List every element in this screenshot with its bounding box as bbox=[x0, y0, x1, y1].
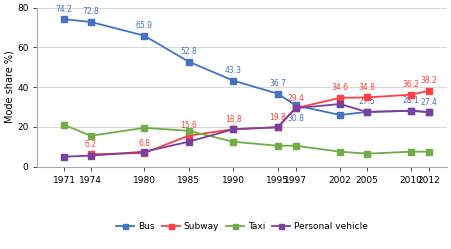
Personal vehicle bbox=[230, 128, 236, 131]
Text: 27.5: 27.5 bbox=[358, 97, 375, 106]
Bus bbox=[293, 104, 298, 107]
Subway bbox=[275, 126, 281, 129]
Subway bbox=[426, 89, 432, 92]
Bus bbox=[88, 20, 93, 23]
Bus bbox=[186, 60, 192, 63]
Taxi bbox=[186, 129, 192, 132]
Text: 29.4: 29.4 bbox=[287, 94, 304, 103]
Text: 30.8: 30.8 bbox=[287, 114, 304, 123]
Personal vehicle bbox=[293, 107, 298, 110]
Line: Subway: Subway bbox=[88, 88, 432, 157]
Text: 19.8: 19.8 bbox=[269, 113, 286, 122]
Personal vehicle bbox=[337, 103, 343, 106]
Subway bbox=[88, 153, 93, 156]
Text: 36.2: 36.2 bbox=[403, 80, 420, 89]
Personal vehicle bbox=[186, 140, 192, 143]
Subway bbox=[409, 93, 414, 96]
Text: 74.2: 74.2 bbox=[56, 5, 73, 14]
Text: 27.4: 27.4 bbox=[421, 98, 437, 107]
Personal vehicle bbox=[142, 150, 147, 153]
Bus bbox=[275, 92, 281, 95]
Text: 43.3: 43.3 bbox=[225, 66, 242, 75]
Bus bbox=[337, 114, 343, 117]
Subway bbox=[186, 134, 192, 137]
Bus bbox=[61, 18, 67, 21]
Taxi bbox=[337, 150, 343, 153]
Bus bbox=[142, 34, 147, 37]
Personal vehicle bbox=[409, 109, 414, 112]
Legend: Bus, Subway, Taxi, Personal vehicle: Bus, Subway, Taxi, Personal vehicle bbox=[113, 219, 372, 235]
Subway bbox=[230, 128, 236, 131]
Personal vehicle bbox=[364, 111, 369, 114]
Subway bbox=[364, 96, 369, 99]
Taxi bbox=[293, 144, 298, 147]
Taxi bbox=[142, 126, 147, 129]
Taxi bbox=[426, 150, 432, 153]
Text: 36.7: 36.7 bbox=[269, 79, 286, 88]
Line: Personal vehicle: Personal vehicle bbox=[61, 101, 432, 159]
Text: 18.8: 18.8 bbox=[225, 115, 242, 124]
Line: Taxi: Taxi bbox=[61, 122, 432, 156]
Subway bbox=[293, 107, 298, 110]
Personal vehicle bbox=[88, 154, 93, 157]
Text: 6.8: 6.8 bbox=[138, 138, 150, 147]
Text: 34.6: 34.6 bbox=[331, 83, 349, 92]
Personal vehicle bbox=[426, 111, 432, 114]
Bus bbox=[230, 79, 236, 82]
Bus bbox=[426, 111, 432, 114]
Text: 34.8: 34.8 bbox=[358, 83, 375, 92]
Text: 6.2: 6.2 bbox=[85, 140, 97, 149]
Taxi bbox=[364, 152, 369, 155]
Text: 28.1: 28.1 bbox=[403, 96, 419, 105]
Taxi bbox=[230, 140, 236, 143]
Bus bbox=[409, 109, 414, 112]
Taxi bbox=[61, 123, 67, 126]
Subway bbox=[142, 152, 147, 155]
Text: 38.2: 38.2 bbox=[421, 76, 437, 85]
Text: 72.8: 72.8 bbox=[83, 7, 99, 16]
Text: 26: 26 bbox=[335, 100, 345, 109]
Subway bbox=[337, 96, 343, 99]
Line: Bus: Bus bbox=[61, 16, 432, 118]
Text: 15.6: 15.6 bbox=[180, 121, 197, 130]
Text: 65.9: 65.9 bbox=[136, 21, 153, 30]
Taxi bbox=[275, 144, 281, 147]
Personal vehicle bbox=[61, 155, 67, 158]
Text: 52.8: 52.8 bbox=[180, 47, 197, 56]
Taxi bbox=[88, 134, 93, 137]
Personal vehicle bbox=[275, 126, 281, 129]
Y-axis label: Mode share %): Mode share %) bbox=[4, 51, 14, 124]
Taxi bbox=[409, 150, 414, 153]
Bus bbox=[364, 111, 369, 114]
